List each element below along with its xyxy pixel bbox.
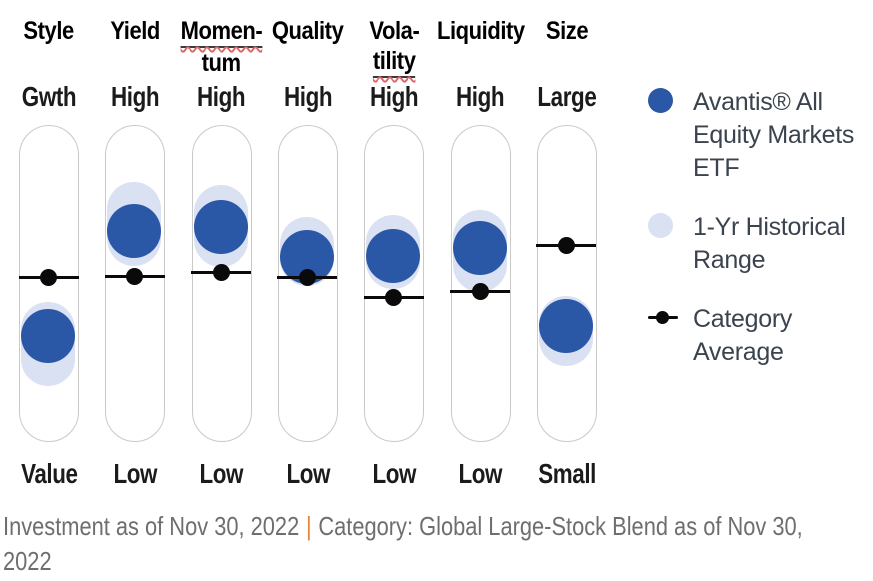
footnote-line2: 2022 xyxy=(3,546,52,576)
track-pill xyxy=(18,125,79,442)
legend-label: Category Average xyxy=(693,305,793,366)
chart-column: Liquidity High Low xyxy=(437,0,525,500)
column-header-text: Vola- xyxy=(369,17,420,45)
etf-position-marker xyxy=(107,203,162,258)
scale-bottom-label: Small xyxy=(537,458,596,489)
column-header: Quality xyxy=(253,16,363,46)
scale-top-label: Large xyxy=(537,81,597,112)
column-header-text: Size xyxy=(545,17,589,45)
chart-column: Quality High Low xyxy=(265,0,351,500)
track-pill xyxy=(363,125,425,442)
column-header-text: tum xyxy=(202,49,242,77)
chart-column: Style Gwth Value xyxy=(6,0,92,500)
scale-top-label: High xyxy=(197,81,247,112)
legend: Avantis® All Equity Markets ETF 1-Yr His… xyxy=(648,86,854,369)
column-header: Vola-tility xyxy=(339,16,449,78)
track-pill xyxy=(450,125,511,442)
scale-bottom-label: Low xyxy=(113,458,158,489)
track-pill xyxy=(104,125,166,442)
column-header: Size xyxy=(512,16,622,46)
separator-pipe: | xyxy=(305,511,312,541)
scale-top-label: High xyxy=(370,81,419,112)
scale-top-label: High xyxy=(283,81,333,112)
column-header: Yield xyxy=(80,16,190,46)
etf-position-marker xyxy=(193,199,248,254)
chart-column: Momen-tum High Low xyxy=(179,0,265,500)
column-header-text: Quality xyxy=(272,17,344,45)
scale-bottom-label: Low xyxy=(372,458,416,489)
legend-item-historical-range: 1-Yr Historical Range xyxy=(648,211,854,277)
chart-column: Size Large Small xyxy=(524,0,610,500)
category-average-dot xyxy=(471,283,489,301)
chart-area: Style Gwth Value Yield High Low Momen- xyxy=(6,0,610,500)
column-header-text: Liquidity xyxy=(436,17,525,45)
investment-date-text: Investment as of Nov 30, 2022 xyxy=(3,511,300,541)
category-average-dot xyxy=(298,269,316,287)
scale-bottom-label: Low xyxy=(199,458,244,489)
etf-position-marker xyxy=(452,221,507,276)
track-pill xyxy=(536,125,597,442)
footnote: Investment as of Nov 30, 2022 | Category: … xyxy=(3,509,873,579)
column-header: Momen-tum xyxy=(167,16,277,78)
column-header-text: tility xyxy=(372,46,416,78)
scale-top-label: High xyxy=(111,81,160,112)
column-header-text: Yield xyxy=(110,17,161,45)
track-pill xyxy=(277,125,338,442)
category-average-dot xyxy=(385,289,403,307)
legend-label: Avantis® All Equity Markets ETF xyxy=(693,88,855,182)
scale-top-label: High xyxy=(456,81,505,112)
etf-position-marker xyxy=(366,229,421,284)
category-average-dot xyxy=(126,267,144,285)
category-text: Category: Global Large-Stock Blend as of… xyxy=(318,511,803,541)
track-pill xyxy=(191,125,252,442)
legend-item-category-average: Category Average xyxy=(648,303,854,369)
scale-top-label: Gwth xyxy=(21,81,77,112)
category-average-dot xyxy=(40,268,57,286)
chart-column: Vola-tility High Low xyxy=(351,0,437,500)
legend-item-etf: Avantis® All Equity Markets ETF xyxy=(648,86,854,185)
etf-swatch-icon xyxy=(648,88,678,115)
column-header-text: Style xyxy=(23,17,75,45)
scale-bottom-label: Low xyxy=(458,458,503,489)
column-header-text: Momen- xyxy=(180,16,263,48)
scale-bottom-label: Value xyxy=(20,458,78,489)
category-average-swatch-icon xyxy=(648,305,678,332)
category-average-dot xyxy=(212,263,230,281)
column-header: Style xyxy=(0,16,104,46)
category-average-dot xyxy=(557,236,575,254)
etf-position-marker xyxy=(21,309,75,364)
range-swatch-icon xyxy=(648,213,678,240)
etf-position-marker xyxy=(538,299,593,354)
legend-label: 1-Yr Historical Range xyxy=(693,213,846,274)
scale-bottom-label: Low xyxy=(286,458,330,489)
chart-column: Yield High Low xyxy=(92,0,178,500)
column-header: Liquidity xyxy=(426,16,536,46)
footnote-line1: Investment as of Nov 30, 2022 | Category: … xyxy=(3,509,803,544)
